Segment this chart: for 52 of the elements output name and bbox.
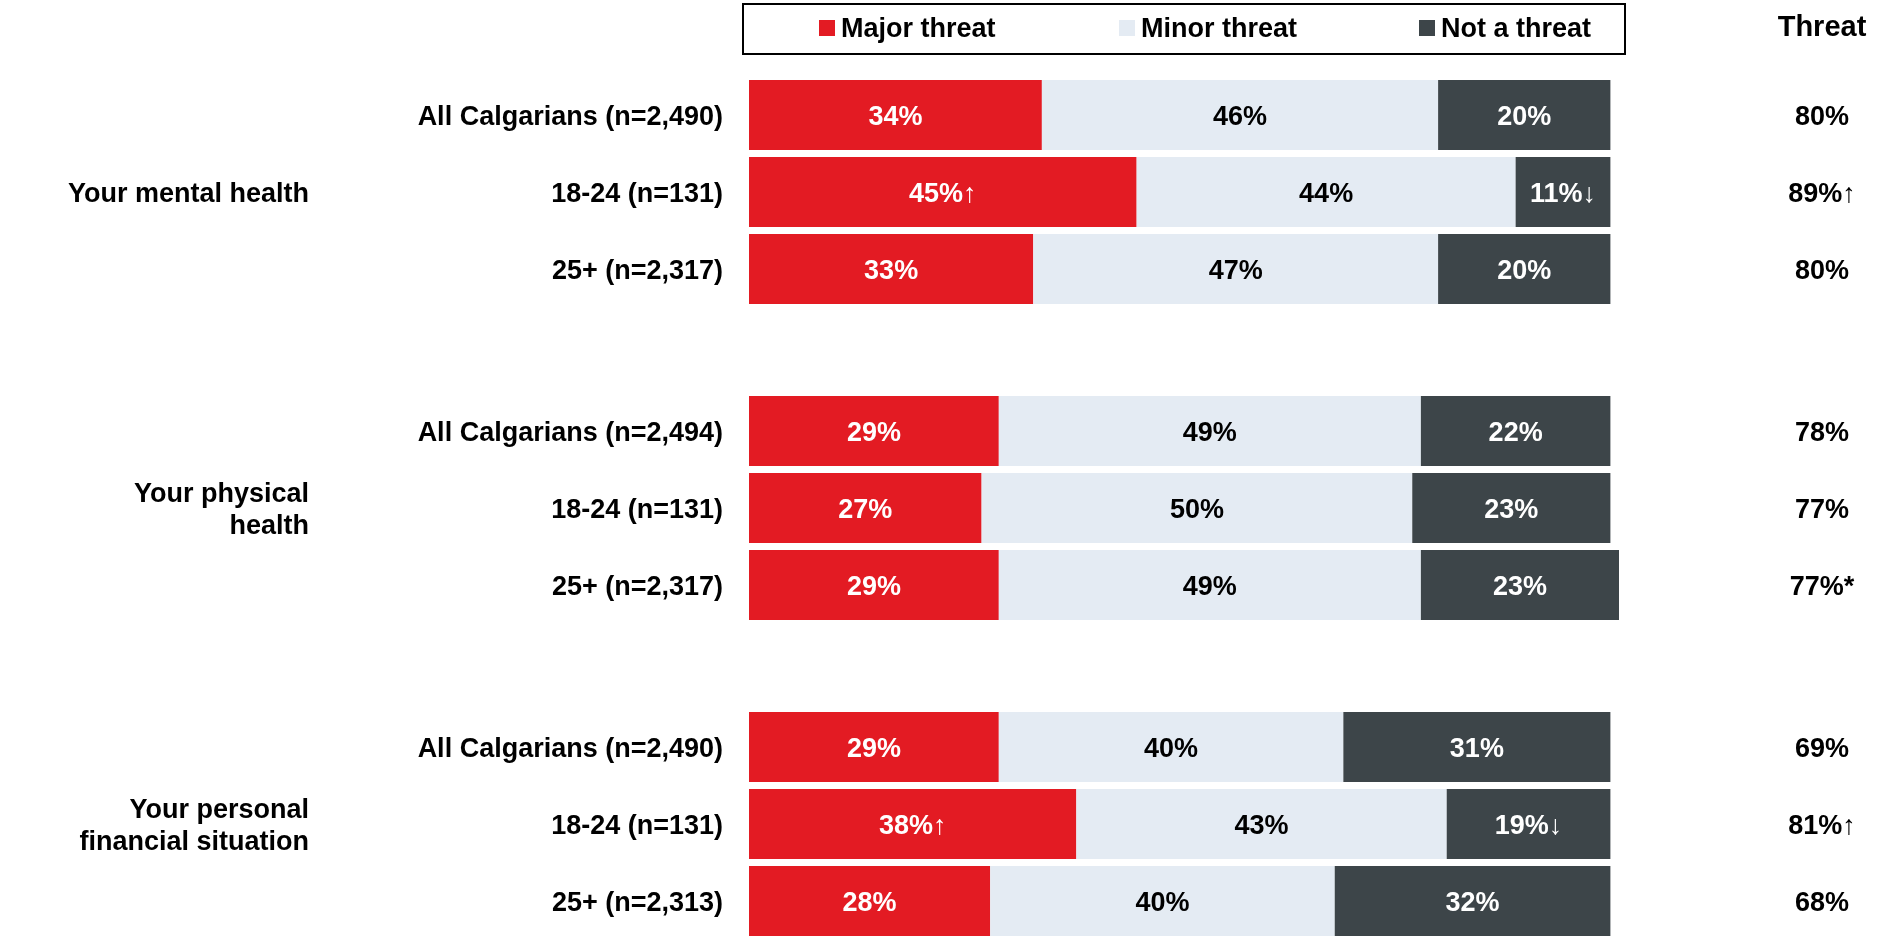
text: Your personal financial situation — [79, 794, 309, 856]
data-label: 40% — [1135, 887, 1190, 917]
y-tick-label: 25+ (n=2,313) — [551, 887, 723, 917]
data-label: 32% — [1445, 887, 1500, 917]
text: 77%* — [1789, 571, 1855, 601]
data-label: 38%↑ — [878, 810, 947, 840]
legend-label: Major threat — [841, 13, 996, 43]
data-label: 49% — [1182, 417, 1237, 447]
text: 68% — [1794, 887, 1850, 917]
data-label: 33% — [864, 255, 919, 285]
data-label: 27% — [838, 494, 893, 524]
text: 69% — [1794, 733, 1850, 763]
text: 78% — [1794, 417, 1850, 447]
data-label: 23% — [1492, 571, 1547, 601]
data-label: 50% — [1169, 494, 1224, 524]
data-label: 47% — [1208, 255, 1263, 285]
data-label: 40% — [1144, 733, 1199, 763]
y-tick-label: 25+ (n=2,317) — [551, 255, 723, 285]
y-tick-label: 18-24 (n=131) — [551, 494, 723, 524]
data-label: 31% — [1449, 733, 1504, 763]
y-tick-label: All Calgarians (n=2,490) — [417, 101, 723, 131]
data-label: 20% — [1497, 255, 1552, 285]
y-tick-label: All Calgarians (n=2,490) — [417, 733, 723, 763]
data-label: 49% — [1182, 571, 1237, 601]
text: Your physical health — [133, 478, 309, 540]
data-label: 23% — [1484, 494, 1539, 524]
data-label: 20% — [1497, 101, 1552, 131]
data-label: 43% — [1234, 810, 1289, 840]
y-tick-label: All Calgarians (n=2,494) — [417, 417, 723, 447]
y-tick-label: 18-24 (n=131) — [551, 178, 723, 208]
data-label: 28% — [842, 887, 897, 917]
data-label: 11%↓ — [1529, 178, 1597, 208]
text: 77% — [1794, 494, 1850, 524]
legend-label: Minor threat — [1141, 13, 1298, 43]
data-label: 29% — [846, 571, 901, 601]
data-label: 34% — [868, 101, 923, 131]
data-label: 46% — [1212, 101, 1268, 131]
data-label: 29% — [846, 417, 901, 447]
text: 89%↑ — [1788, 178, 1856, 208]
data-label: 44% — [1299, 178, 1354, 208]
y-tick-label: 25+ (n=2,317) — [551, 571, 723, 601]
text: Your mental health — [67, 178, 309, 208]
data-label: 45%↑ — [909, 178, 977, 208]
legend-label: Not a threat — [1441, 13, 1592, 43]
data-label: 19%↓ — [1494, 810, 1563, 840]
text: 80% — [1794, 255, 1850, 285]
text: 80% — [1794, 101, 1850, 131]
text: Threat — [1777, 10, 1867, 42]
data-label: 22% — [1488, 417, 1543, 447]
data-label: 29% — [846, 733, 901, 763]
text: 81%↑ — [1788, 810, 1856, 840]
y-tick-label: 18-24 (n=131) — [551, 810, 723, 840]
